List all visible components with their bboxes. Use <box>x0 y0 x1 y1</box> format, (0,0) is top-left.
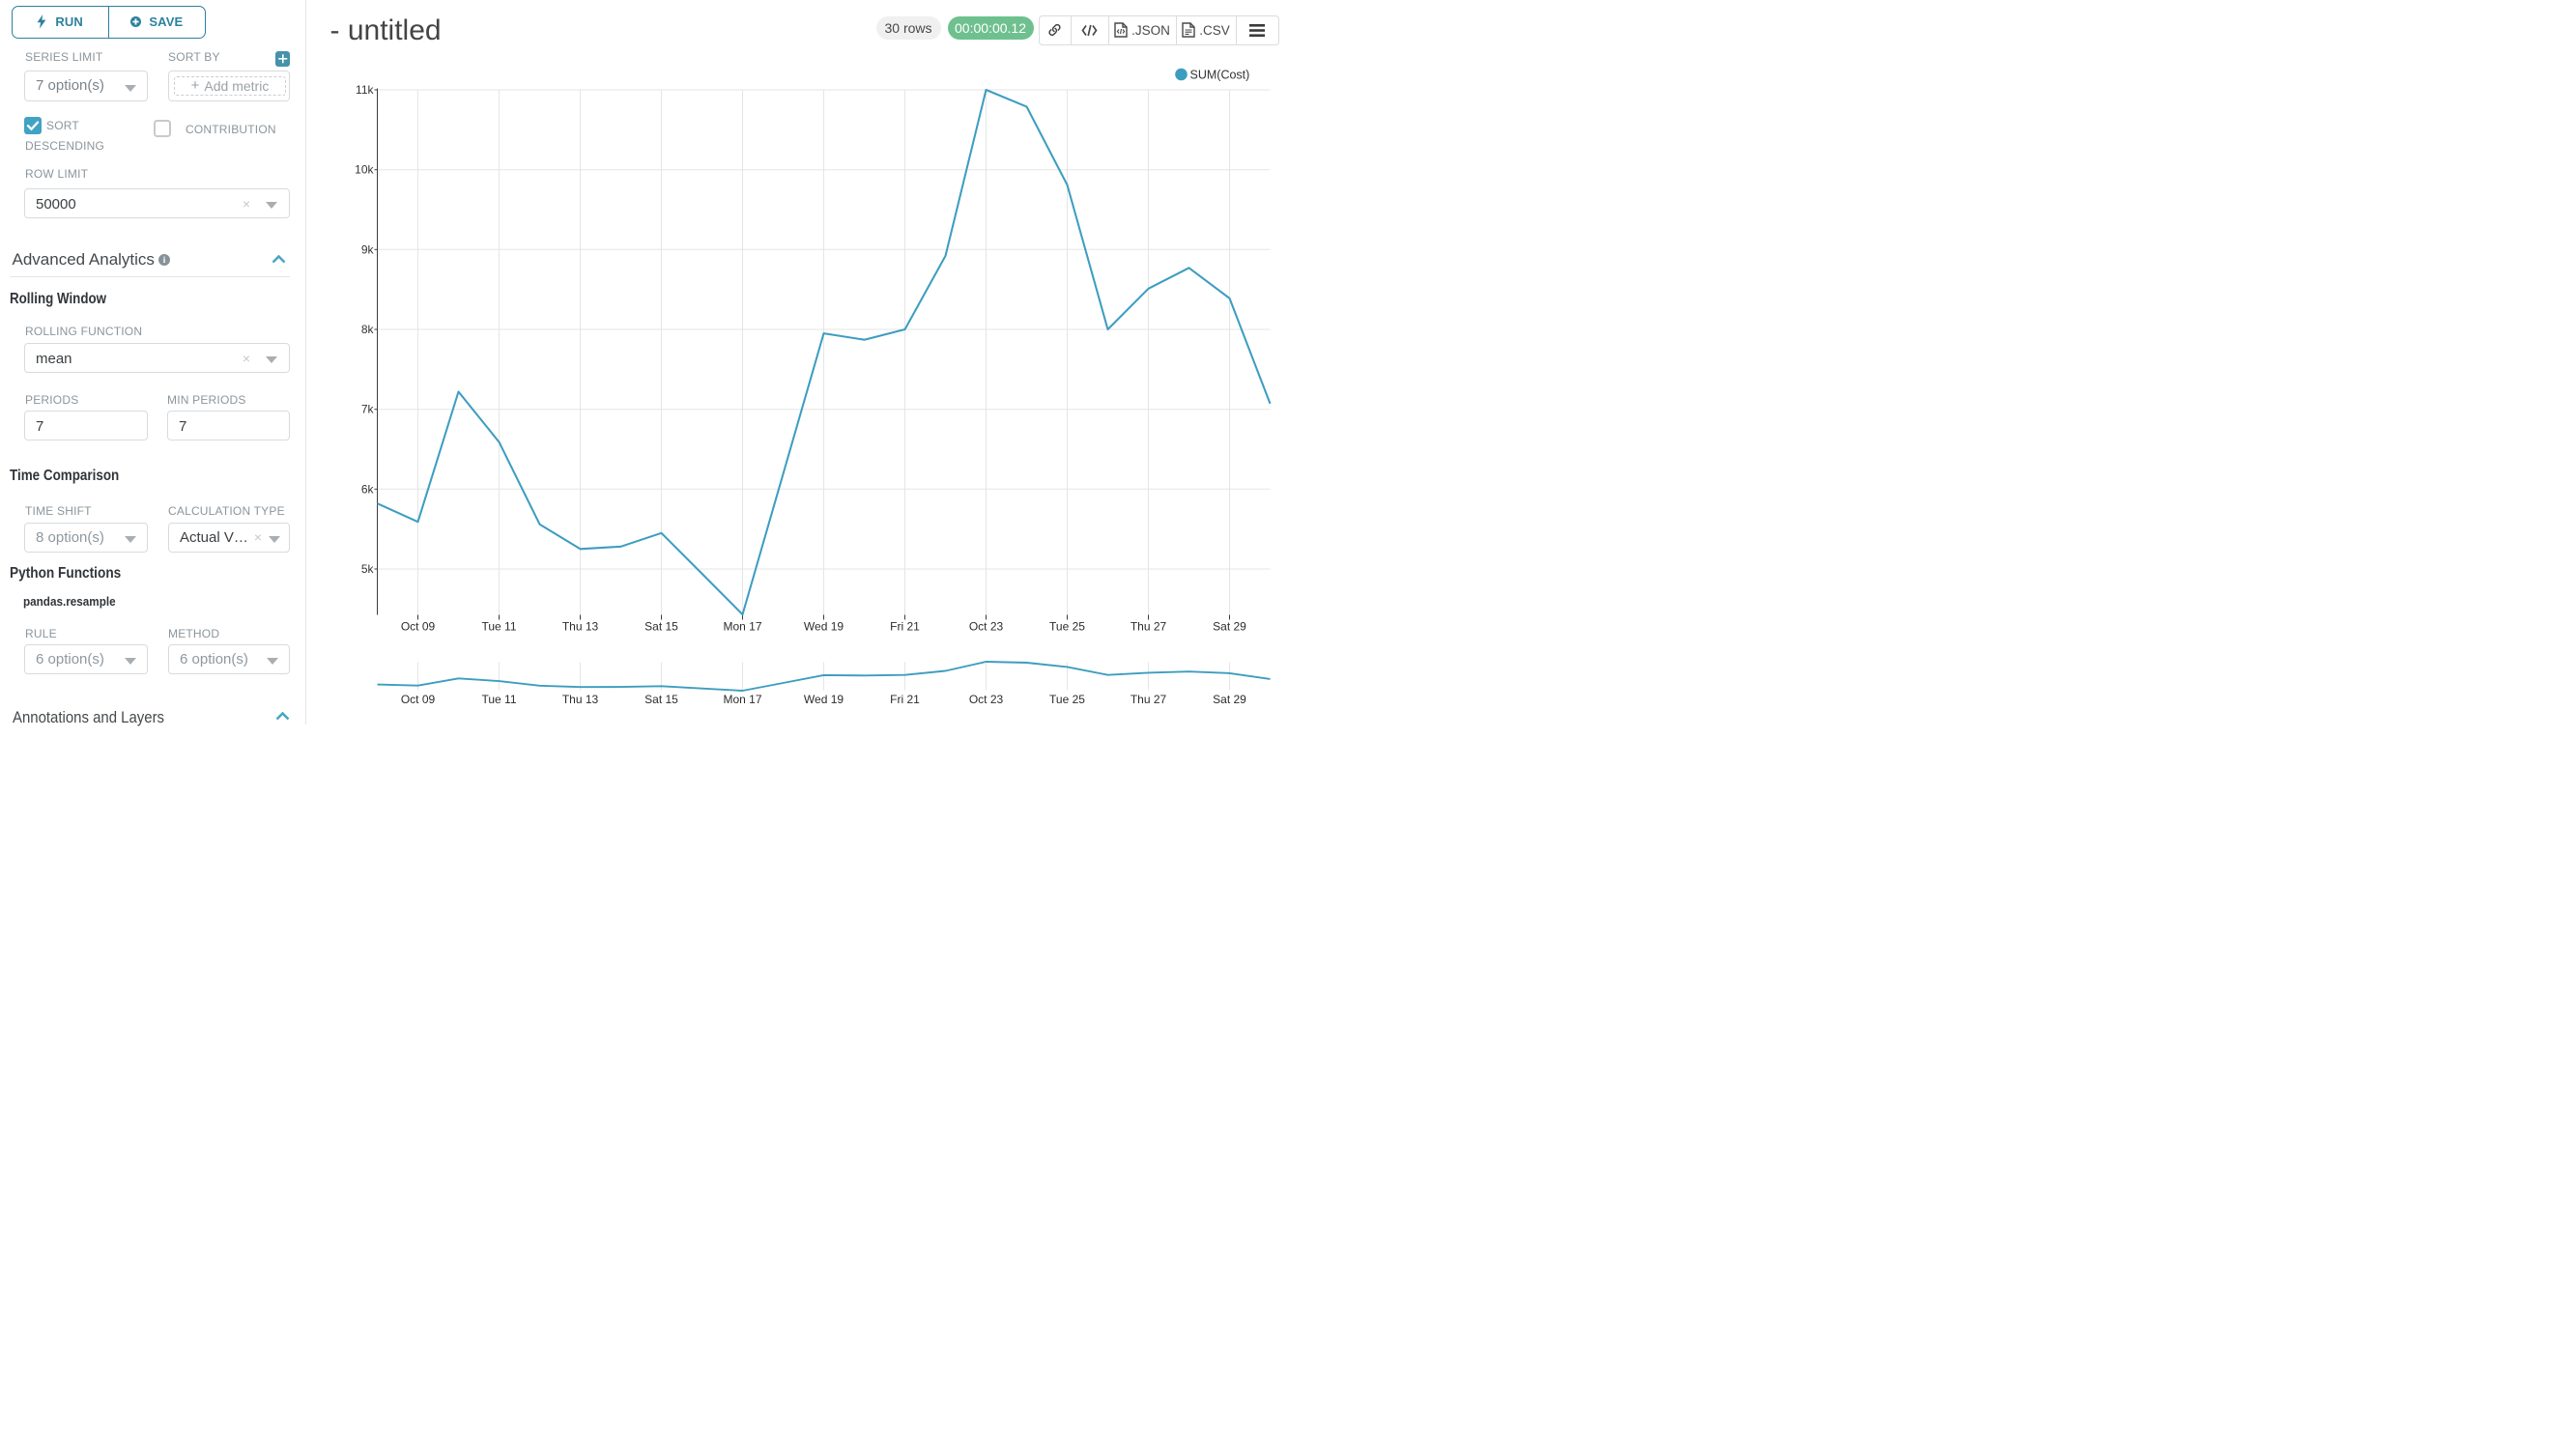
svg-text:Mon 17: Mon 17 <box>723 620 761 634</box>
svg-text:Thu 27: Thu 27 <box>1131 693 1167 706</box>
svg-text:Oct 23: Oct 23 <box>969 620 1004 634</box>
svg-text:Sat 15: Sat 15 <box>644 693 678 706</box>
svg-text:Mon 17: Mon 17 <box>723 693 761 706</box>
svg-text:Fri 21: Fri 21 <box>890 620 920 634</box>
svg-text:Wed 19: Wed 19 <box>804 693 844 706</box>
svg-text:11k: 11k <box>356 83 374 97</box>
svg-text:Sat 15: Sat 15 <box>644 620 678 634</box>
svg-text:Thu 13: Thu 13 <box>562 620 599 634</box>
svg-text:5k: 5k <box>361 562 375 576</box>
svg-text:7k: 7k <box>361 403 375 416</box>
svg-text:Tue 11: Tue 11 <box>481 693 516 706</box>
svg-text:Tue 11: Tue 11 <box>481 620 516 634</box>
svg-text:6k: 6k <box>361 482 375 496</box>
svg-text:Wed 19: Wed 19 <box>804 620 844 634</box>
svg-text:Thu 27: Thu 27 <box>1131 620 1167 634</box>
svg-text:Tue 25: Tue 25 <box>1049 693 1085 706</box>
svg-text:8k: 8k <box>361 323 375 336</box>
svg-text:Thu 13: Thu 13 <box>562 693 599 706</box>
svg-text:Oct 23: Oct 23 <box>969 693 1004 706</box>
svg-text:Oct 09: Oct 09 <box>401 693 436 706</box>
svg-text:Fri 21: Fri 21 <box>890 693 920 706</box>
svg-text:10k: 10k <box>355 163 374 177</box>
svg-text:SUM(Cost): SUM(Cost) <box>1190 69 1250 82</box>
svg-text:Oct 09: Oct 09 <box>401 620 436 634</box>
svg-text:Sat 29: Sat 29 <box>1213 620 1246 634</box>
svg-text:Sat 29: Sat 29 <box>1213 693 1246 706</box>
svg-text:Tue 25: Tue 25 <box>1049 620 1085 634</box>
svg-text:9k: 9k <box>361 242 375 256</box>
